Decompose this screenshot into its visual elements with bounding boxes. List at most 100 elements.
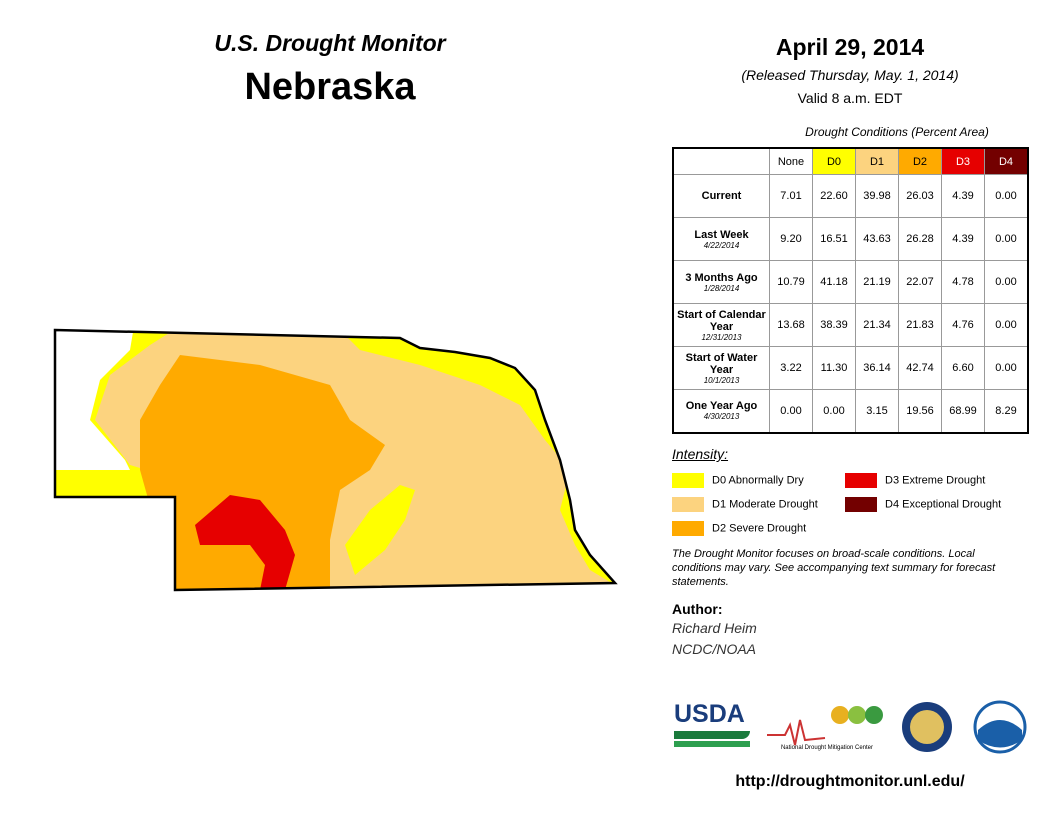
legend-label: D1 Moderate Drought xyxy=(712,498,818,511)
cell: 26.28 xyxy=(898,217,942,261)
row: Last Week 4/22/2014 9.20 16.51 43.63 26.28 4.3… xyxy=(672,217,1029,261)
cell: 9.20 xyxy=(769,217,813,261)
row-label: Current xyxy=(672,174,770,218)
row-name: One Year Ago xyxy=(685,400,758,413)
legend-item: D4 Exceptional Drought xyxy=(845,497,1001,512)
column-header: None xyxy=(769,147,813,175)
cell: 13.68 xyxy=(769,303,813,347)
cell: 42.74 xyxy=(898,346,942,390)
cell: 22.60 xyxy=(812,174,856,218)
row-label: 3 Months Ago 1/28/2014 xyxy=(672,260,770,304)
cell: 4.39 xyxy=(941,174,985,218)
title: U.S. Drought Monitor xyxy=(214,30,446,56)
row-date: 4/30/2013 xyxy=(703,412,740,422)
legend-label: D2 Severe Drought xyxy=(712,522,807,535)
row-name: Last Week xyxy=(694,228,749,241)
cell: 4.78 xyxy=(941,260,985,304)
row-date: 10/1/2013 xyxy=(703,375,740,385)
row: Current 7.01 22.60 39.98 26.03 4.39 0.00 xyxy=(672,174,1029,218)
ndmc-text: National Drought Mitigation Center xyxy=(781,745,873,751)
cell: 3.15 xyxy=(855,389,899,433)
row-date: 12/31/2013 xyxy=(701,332,742,342)
valid: Valid 8 a.m. EDT xyxy=(797,90,903,106)
agency-logos xyxy=(902,700,1027,754)
cell: 0.00 xyxy=(984,260,1029,304)
legend-swatch xyxy=(845,497,877,512)
row-name: 3 Months Ago xyxy=(685,271,758,284)
legend-label: D3 Extreme Drought xyxy=(885,474,986,487)
row-date: 4/22/2014 xyxy=(703,240,740,250)
cell: 0.00 xyxy=(984,346,1029,390)
cell: 43.63 xyxy=(855,217,899,261)
url: http://droughtmonitor.unl.edu/ xyxy=(735,773,965,790)
row-label: One Year Ago 4/30/2013 xyxy=(672,389,770,433)
column-header: D0 xyxy=(812,147,856,175)
column-header: D3 xyxy=(941,147,985,175)
cell: 0.00 xyxy=(984,303,1029,347)
cell: 0.00 xyxy=(984,174,1029,218)
cell: 6.60 xyxy=(941,346,985,390)
header-row: None D0 D1 D2 D3 D4 xyxy=(673,147,1029,175)
cell: 38.39 xyxy=(812,303,856,347)
cell: 22.07 xyxy=(898,260,942,304)
cell: 21.83 xyxy=(898,303,942,347)
legend-label: D0 Abnormally Dry xyxy=(712,474,804,487)
cell: 0.00 xyxy=(984,217,1029,261)
cell: 36.14 xyxy=(855,346,899,390)
map xyxy=(53,328,618,592)
row-name: Current xyxy=(701,190,742,202)
cell: 16.51 xyxy=(812,217,856,261)
legend-title: Intensity: xyxy=(672,446,729,462)
usda-logo: USDA xyxy=(674,700,750,752)
cell: 41.18 xyxy=(812,260,856,304)
table-caption: Drought Conditions (Percent Area) xyxy=(805,125,989,139)
column-header: D1 xyxy=(855,147,899,175)
state: Nebraska xyxy=(244,66,416,108)
row: Start of Water Year 10/1/2013 3.22 11.30 36.… xyxy=(672,346,1029,390)
legend-label: D4 Exceptional Drought xyxy=(885,498,1002,511)
column-header: D4 xyxy=(984,147,1029,175)
date: April 29, 2014 xyxy=(775,34,925,60)
cell: 19.56 xyxy=(898,389,942,433)
cell: 21.34 xyxy=(855,303,899,347)
row-name: Start of Calendar Year xyxy=(677,308,766,333)
stats-table: None D0 D1 D2 D3 D4 Current 7.01 22.60 39.98 26.03… xyxy=(672,147,1029,434)
row: 3 Months Ago 1/28/2014 10.79 41.18 21.19 22.0… xyxy=(672,260,1029,304)
cell: 0.00 xyxy=(812,389,856,433)
cell: 3.22 xyxy=(769,346,813,390)
usda-text: USDA xyxy=(674,700,745,728)
note: The Drought Monitor focuses on broad-sca… xyxy=(672,548,996,588)
cell: 8.29 xyxy=(984,389,1029,433)
cell: 10.79 xyxy=(769,260,813,304)
cell: 4.39 xyxy=(941,217,985,261)
legend-item: D2 Severe Drought xyxy=(672,521,806,536)
column-header: D2 xyxy=(898,147,942,175)
corner xyxy=(673,148,770,175)
row-name: Start of Water Year xyxy=(685,351,758,376)
legend-swatch xyxy=(845,473,877,488)
cell: 39.98 xyxy=(855,174,899,218)
cell: 68.99 xyxy=(941,389,985,433)
legend-item: D3 Extreme Drought xyxy=(845,473,985,488)
author-label: Author: xyxy=(672,601,723,617)
author-name: Richard Heim xyxy=(672,620,757,636)
legend-swatch xyxy=(672,497,704,512)
legend-swatch xyxy=(672,521,704,536)
released: (Released Thursday, May. 1, 2014) xyxy=(741,67,959,83)
row-label: Start of Calendar Year 12/31/2013 xyxy=(672,303,770,347)
cell: 21.19 xyxy=(855,260,899,304)
row: One Year Ago 4/30/2013 0.00 0.00 3.15 19.56 68… xyxy=(672,389,1029,433)
row-label: Start of Water Year 10/1/2013 xyxy=(672,346,770,390)
legend-swatch xyxy=(672,473,704,488)
row-label: Last Week 4/22/2014 xyxy=(672,217,770,261)
cell: 7.01 xyxy=(769,174,813,218)
cell: 4.76 xyxy=(941,303,985,347)
cell: 26.03 xyxy=(898,174,942,218)
row: Start of Calendar Year 12/31/2013 13.68 38.… xyxy=(672,303,1029,347)
row-date: 1/28/2014 xyxy=(703,283,740,293)
cell: 11.30 xyxy=(812,346,856,390)
legend-item: D0 Abnormally Dry xyxy=(672,473,804,488)
legend-item: D1 Moderate Drought xyxy=(672,497,818,512)
cell: 0.00 xyxy=(769,389,813,433)
